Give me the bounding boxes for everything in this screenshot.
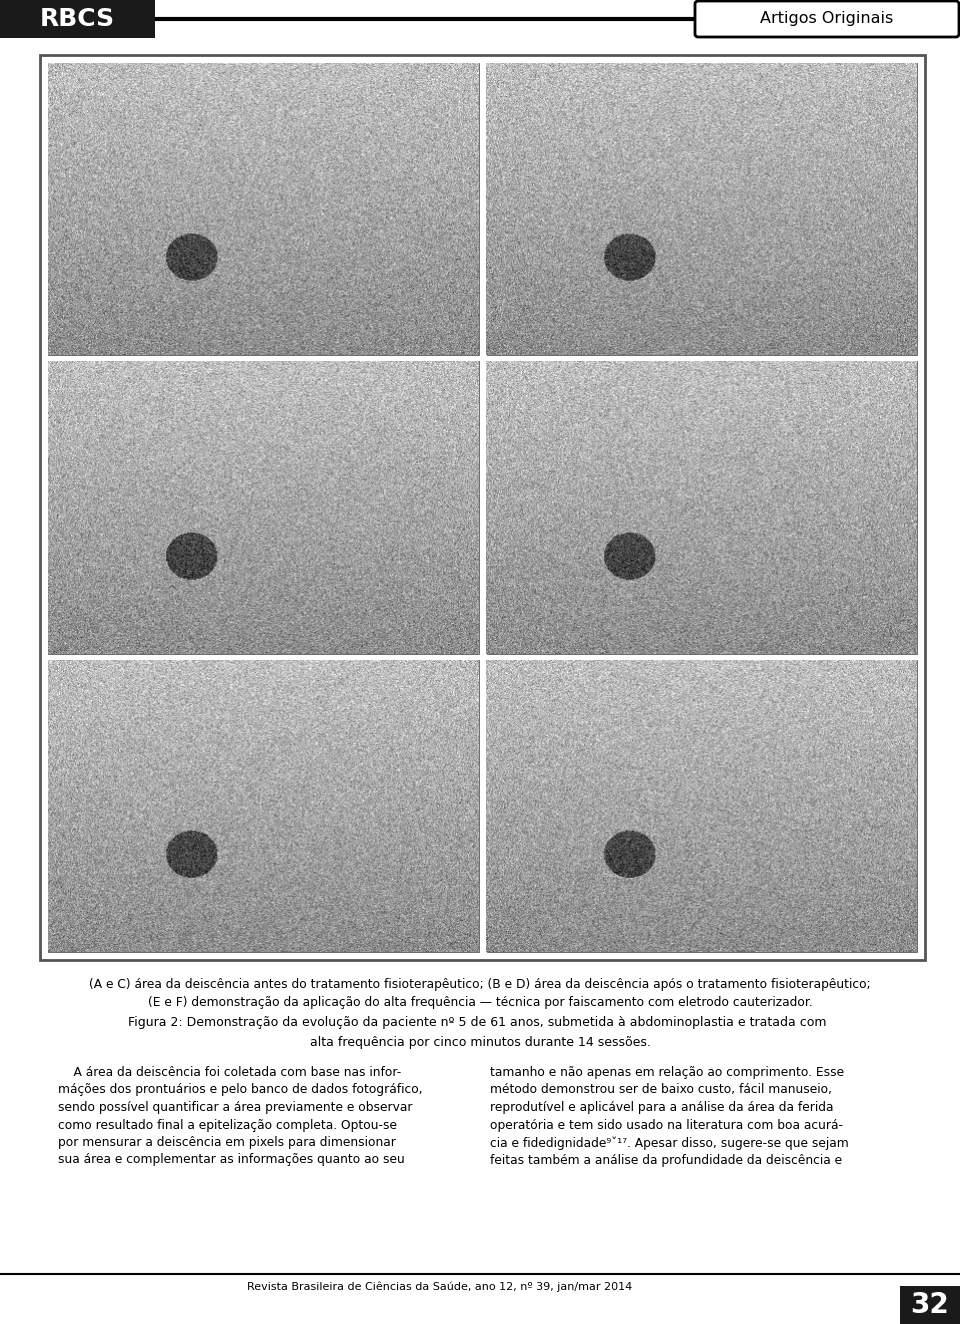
Text: E: E (60, 669, 70, 685)
Text: Figura 2: Demonstração da evolução da paciente nº 5 de 61 anos, submetida à abdo: Figura 2: Demonstração da evolução da pa… (128, 1016, 827, 1029)
Bar (48, 64, 478, 355)
Bar (487, 361, 917, 654)
Bar (54, 367, 76, 389)
Text: C: C (60, 371, 71, 385)
Text: 32: 32 (911, 1291, 949, 1319)
Text: F: F (498, 669, 509, 685)
Bar (492, 666, 515, 687)
Bar (48, 361, 478, 654)
Text: tamanho e não apenas em relação ao comprimento. Esse
método demonstrou ser de ba: tamanho e não apenas em relação ao compr… (490, 1066, 849, 1168)
Text: (E e F) demonstração da aplicação do alta frequência — técnica por faiscamento c: (E e F) demonstração da aplicação do alt… (148, 996, 812, 1009)
Bar (487, 659, 917, 952)
FancyBboxPatch shape (695, 1, 959, 37)
Text: D: D (497, 371, 510, 385)
Text: A: A (60, 73, 71, 87)
Bar (492, 69, 515, 91)
Bar (492, 367, 515, 389)
Text: (A e C) área da deiscência antes do tratamento fisioterapêutico; (B e D) área da: (A e C) área da deiscência antes do trat… (89, 978, 871, 990)
Text: Artigos Originais: Artigos Originais (760, 12, 894, 26)
Text: alta frequência por cinco minutos durante 14 sessões.: alta frequência por cinco minutos durant… (309, 1035, 651, 1049)
Bar (0, 0, 155, 38)
Bar (487, 64, 917, 355)
Bar (54, 666, 76, 687)
Text: B: B (497, 73, 510, 87)
Bar (48, 659, 478, 952)
Text: A área da deiscência foi coletada com base nas infor-
máções dos prontuários e p: A área da deiscência foi coletada com ba… (58, 1066, 422, 1166)
Text: RBCS: RBCS (40, 7, 115, 30)
Bar (900, 1286, 960, 1324)
Bar (40, 56, 925, 960)
Bar (54, 69, 76, 91)
Text: Revista Brasileira de Ciências da Saúde, ano 12, nº 39, jan/mar 2014: Revista Brasileira de Ciências da Saúde,… (248, 1282, 633, 1292)
